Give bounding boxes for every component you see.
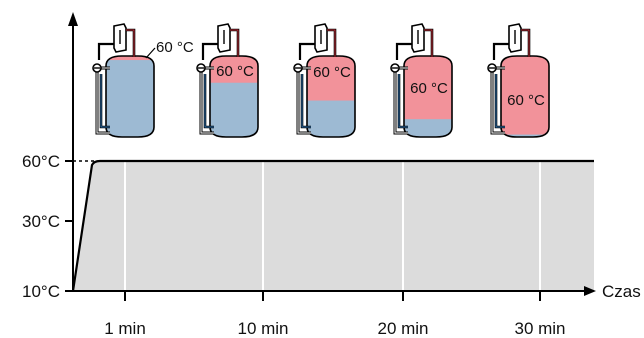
temperature-series-line (71, 159, 594, 292)
hot-water-layer (404, 56, 452, 120)
y-tick-label: 10°C (22, 282, 60, 301)
hot-water-layer (501, 56, 549, 135)
tank-outline (403, 55, 453, 138)
water-tank: 60 °C (196, 23, 259, 138)
x-tick-label: 10 min (237, 319, 288, 338)
y-tick-label: 60°C (22, 152, 60, 171)
tank-temperature-label: 60 °C (216, 63, 254, 80)
y-ticks: 60°C 30°C 10°C (22, 152, 73, 301)
water-tank: 60 °C (390, 23, 453, 138)
tank-outline (500, 55, 550, 138)
grid-lines (124, 162, 541, 291)
cold-water-layer (106, 56, 154, 137)
x-tick-label: 1 min (104, 319, 146, 338)
y-tick-label: 30°C (22, 212, 60, 231)
x-axis-arrow (584, 286, 596, 296)
temperature-area (73, 161, 594, 291)
tank-outline (306, 55, 356, 138)
x-axis-title: Czas (602, 282, 641, 301)
tank-temperature-label: 60 °C (313, 64, 351, 81)
x-tick-label: 20 min (377, 319, 428, 338)
tank-temperature-label: 60 °C (507, 92, 545, 109)
water-tank: 60 °C (293, 23, 356, 138)
water-tank: 60 °C (487, 23, 550, 138)
hot-water-layer (307, 56, 355, 101)
tank-outline (105, 55, 155, 138)
tank-temperature-label: 60 °C (156, 39, 194, 56)
tank-illustrations: 60 °C 60 °C 60 °C 60 °C 60 °C (92, 23, 550, 138)
water-tank: 60 °C (92, 23, 194, 138)
tank-temperature-label: 60 °C (410, 80, 448, 97)
hot-water-layer (210, 56, 258, 83)
x-tick-label: 30 min (514, 319, 565, 338)
tank-outline (209, 55, 259, 138)
x-ticks: 1 min 10 min 20 min 30 min (104, 291, 566, 338)
hot-water-layer (106, 56, 154, 61)
y-axis-arrow (68, 12, 78, 26)
